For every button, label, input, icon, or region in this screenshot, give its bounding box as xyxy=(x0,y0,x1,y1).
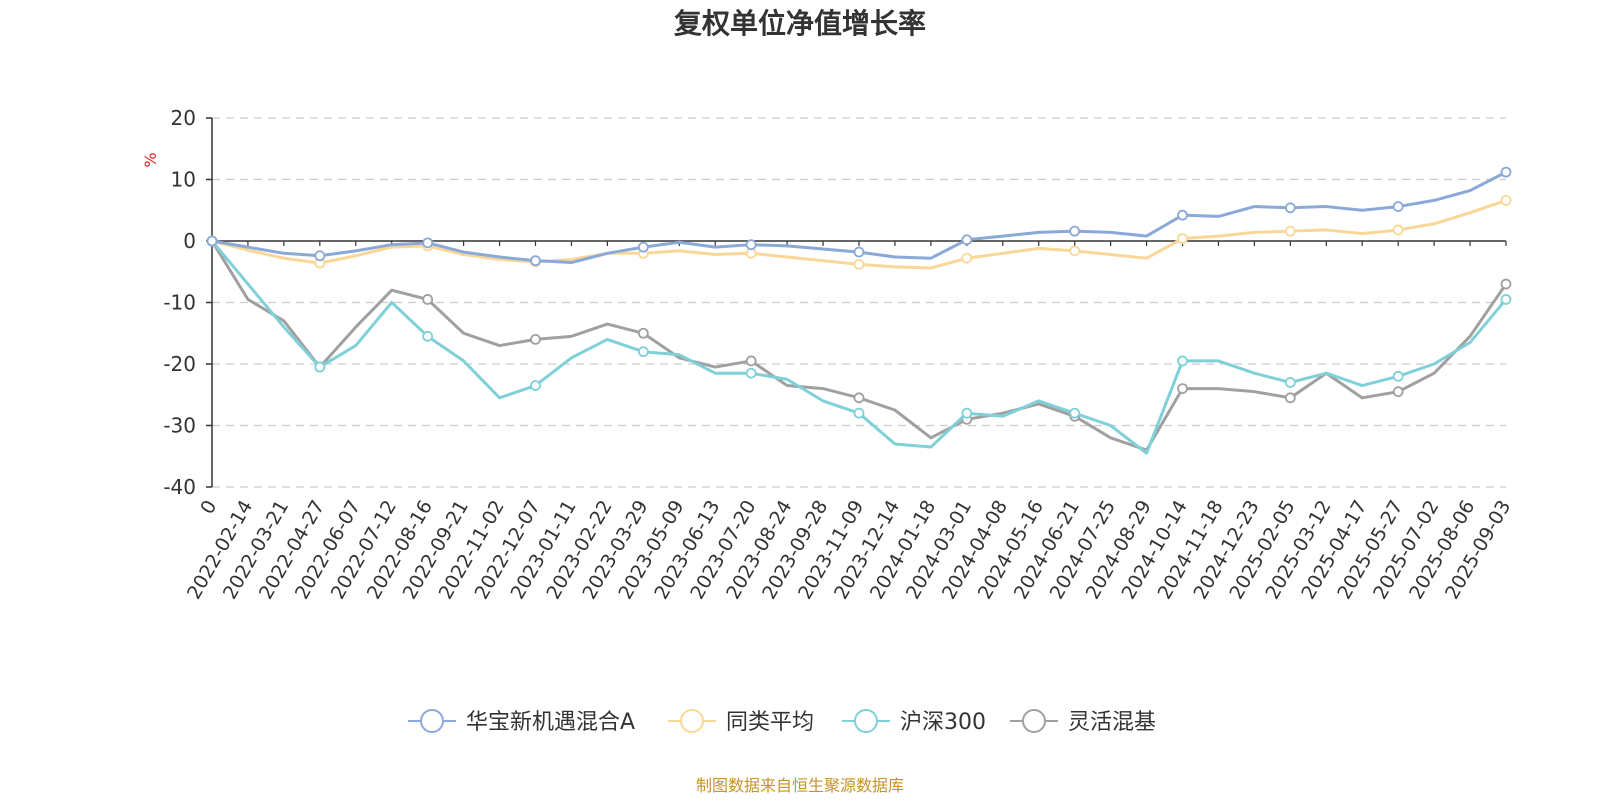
data-point xyxy=(530,333,541,345)
grid xyxy=(212,117,1506,488)
source-note: 制图数据来自恒生聚源数据库 xyxy=(696,776,904,795)
legend[interactable]: 华宝新机遇混合A 同类平均 沪深300 灵活混基 xyxy=(408,709,1156,735)
y-tick-label: 20 xyxy=(171,106,196,130)
y-tick-label: -40 xyxy=(163,475,196,499)
data-point xyxy=(1069,407,1081,419)
data-point xyxy=(853,246,865,258)
data-point xyxy=(745,355,757,367)
data-point xyxy=(1177,355,1188,367)
legend-item[interactable]: 华宝新机遇混合A xyxy=(408,709,635,735)
legend-label: 沪深300 xyxy=(900,710,986,735)
data-point xyxy=(1284,377,1296,388)
data-point xyxy=(1500,195,1512,206)
data-point xyxy=(314,250,326,262)
y-tick-label: -10 xyxy=(163,291,196,315)
data-point xyxy=(1177,233,1188,244)
data-point xyxy=(530,255,541,267)
data-point xyxy=(1392,386,1404,398)
series-line xyxy=(210,239,1508,455)
legend-label: 灵活混基 xyxy=(1068,710,1156,735)
data-point xyxy=(1392,224,1404,236)
data-point xyxy=(745,247,757,259)
data-point xyxy=(1069,225,1081,237)
data-point xyxy=(206,235,218,247)
data-point xyxy=(637,241,649,253)
data-point xyxy=(530,380,541,391)
data-point xyxy=(961,252,973,264)
data-point xyxy=(961,407,973,419)
data-point xyxy=(961,234,973,246)
legend-label: 华宝新机遇混合A xyxy=(466,710,635,735)
legend-marker-icon xyxy=(1022,709,1046,733)
data-point xyxy=(1069,245,1081,257)
legend-marker-icon xyxy=(854,709,878,733)
legend-label: 同类平均 xyxy=(726,710,814,735)
data-point xyxy=(1177,209,1188,221)
data-point xyxy=(1392,201,1404,212)
data-point xyxy=(1284,392,1296,404)
y-tick-label: -30 xyxy=(163,414,196,438)
data-point xyxy=(637,346,649,358)
series-line xyxy=(210,239,1508,452)
data-point xyxy=(637,327,649,339)
y-tick-label: 0 xyxy=(183,229,196,253)
y-ticks: 20 10 0 -10 -20 -30 -40 xyxy=(163,106,196,499)
data-point xyxy=(853,407,865,419)
data-point xyxy=(1284,225,1296,237)
data-point xyxy=(745,239,757,251)
data-point xyxy=(853,258,865,270)
data-point xyxy=(422,237,434,249)
data-point xyxy=(1500,294,1512,305)
x-ticks: 02022-02-142022-03-212022-04-272022-06-0… xyxy=(183,497,1515,604)
legend-item[interactable]: 沪深300 xyxy=(842,709,986,735)
y-tick-label: -20 xyxy=(163,352,196,376)
legend-item[interactable]: 灵活混基 xyxy=(1010,709,1156,735)
series-line xyxy=(210,198,1508,270)
data-point xyxy=(314,361,326,373)
y-tick-label: 10 xyxy=(171,168,196,192)
x-tick-label: 0 xyxy=(196,497,221,518)
data-point xyxy=(422,294,434,305)
data-point xyxy=(422,330,434,342)
data-point xyxy=(853,392,865,404)
data-point xyxy=(1284,202,1296,214)
series-lines xyxy=(206,166,1512,455)
data-point xyxy=(1500,278,1512,290)
legend-item[interactable]: 同类平均 xyxy=(668,709,814,735)
data-point xyxy=(1392,370,1404,382)
y-axis-unit: % xyxy=(141,152,160,167)
legend-marker-icon xyxy=(420,709,444,733)
data-point xyxy=(1500,166,1512,178)
legend-marker-icon xyxy=(680,709,704,733)
chart-title: 复权单位净值增长率 xyxy=(674,7,926,40)
data-point xyxy=(745,367,757,379)
data-point xyxy=(1177,383,1188,395)
